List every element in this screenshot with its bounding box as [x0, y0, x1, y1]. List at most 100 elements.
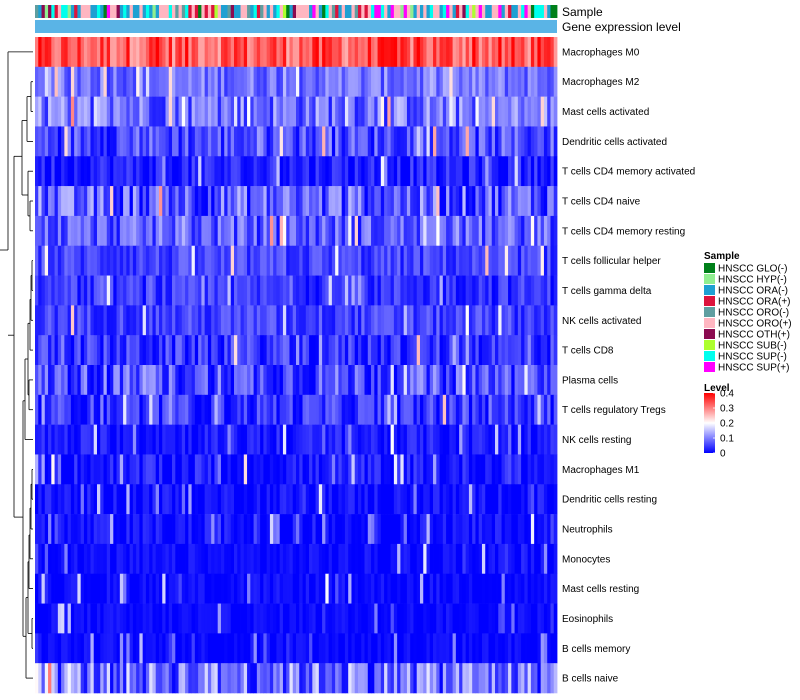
- heatmap-cell: [230, 365, 235, 396]
- heatmap-cell: [397, 156, 401, 187]
- heatmap-cell: [465, 514, 470, 545]
- heatmap-cell: [501, 573, 506, 604]
- heatmap-cell: [35, 96, 39, 127]
- heatmap-cell: [462, 245, 467, 276]
- heatmap-cell: [142, 335, 147, 366]
- heatmap-cell: [341, 156, 346, 187]
- sample-track-cell: [312, 5, 316, 18]
- heatmap-cell: [41, 126, 46, 157]
- heatmap-cell: [116, 275, 121, 306]
- heatmap-cell: [282, 394, 287, 425]
- heatmap-cell: [367, 543, 372, 575]
- heatmap-cell: [243, 186, 248, 217]
- heatmap-cell: [41, 454, 46, 485]
- heatmap-cell: [93, 66, 98, 97]
- heatmap-cell: [318, 424, 323, 455]
- heatmap-cell: [348, 156, 352, 187]
- heatmap-cell: [423, 156, 427, 187]
- heatmap-cell: [253, 245, 258, 276]
- heatmap-cell: [100, 156, 104, 187]
- heatmap-cell: [240, 424, 245, 455]
- heatmap-cell: [87, 424, 91, 455]
- heatmap-cell: [165, 186, 170, 217]
- heatmap-cell: [540, 96, 545, 127]
- heatmap-cell: [243, 245, 248, 276]
- heatmap-cell: [534, 543, 538, 575]
- heatmap-cell: [103, 454, 108, 485]
- heatmap-cell: [145, 275, 150, 306]
- heatmap-cell: [413, 66, 418, 97]
- heatmap-cell: [67, 186, 72, 217]
- heatmap-cell: [64, 394, 69, 425]
- heatmap-cell: [511, 126, 515, 157]
- heatmap-cell: [237, 156, 241, 187]
- heatmap-cell: [416, 37, 421, 68]
- heatmap-cell: [335, 126, 339, 157]
- heatmap-cell: [416, 215, 421, 247]
- sample-track-cell: [64, 5, 69, 18]
- heatmap-cell: [35, 454, 39, 485]
- heatmap-cell: [328, 663, 333, 694]
- heatmap-cell: [220, 335, 225, 366]
- heatmap-cell: [276, 335, 281, 366]
- heatmap-cell: [475, 96, 480, 127]
- heatmap-cell: [410, 663, 414, 694]
- heatmap-cell: [87, 96, 91, 127]
- heatmap-cell: [429, 394, 434, 425]
- heatmap-cell: [126, 186, 131, 217]
- heatmap-cell: [491, 484, 496, 515]
- heatmap-cell: [106, 275, 111, 306]
- heatmap-cell: [403, 365, 408, 396]
- sample-track-cell: [524, 5, 529, 18]
- heatmap-cell: [103, 663, 108, 694]
- heatmap-cell: [387, 454, 392, 485]
- heatmap-cell: [413, 633, 418, 664]
- heatmap-cell: [188, 543, 192, 575]
- heatmap-cell: [299, 37, 303, 68]
- heatmap-cell: [423, 394, 427, 425]
- heatmap-cell: [70, 573, 75, 604]
- heatmap-cell: [181, 245, 186, 276]
- heatmap-cell: [41, 573, 46, 604]
- heatmap-cell: [504, 245, 509, 276]
- heatmap-cell: [279, 215, 284, 247]
- heatmap-cell: [38, 514, 42, 545]
- heatmap-cell: [426, 275, 431, 306]
- heatmap-cell: [455, 245, 460, 276]
- heatmap-cell: [553, 215, 558, 247]
- heatmap-cell: [149, 275, 153, 306]
- heatmap-cell: [269, 603, 274, 634]
- heatmap-cell: [325, 484, 330, 515]
- heatmap-cell: [250, 335, 254, 366]
- heatmap-cell: [423, 335, 427, 366]
- heatmap-cell: [364, 335, 369, 366]
- heatmap-cell: [371, 365, 375, 396]
- heatmap-cell: [543, 484, 548, 515]
- heatmap-cell: [305, 186, 310, 217]
- heatmap-cell: [38, 394, 42, 425]
- heatmap-cell: [517, 603, 522, 634]
- heatmap-cell: [175, 573, 179, 604]
- heatmap-cell: [292, 37, 297, 68]
- heatmap-cell: [547, 543, 551, 575]
- heatmap-cell: [504, 424, 509, 455]
- sample-track-cell: [149, 5, 153, 18]
- heatmap-cell: [426, 245, 431, 276]
- heatmap-cell: [139, 603, 144, 634]
- heatmap-cell: [175, 96, 179, 127]
- heatmap-cell: [227, 365, 232, 396]
- heatmap-cell: [162, 663, 166, 694]
- heatmap-cell: [139, 335, 144, 366]
- heatmap-cell: [110, 156, 114, 187]
- heatmap-cell: [38, 365, 42, 396]
- heatmap-cell: [35, 663, 39, 694]
- sample-track-cell: [126, 5, 131, 18]
- sample-track-cell: [348, 5, 352, 18]
- heatmap-cell: [367, 484, 372, 515]
- heatmap-cell: [279, 573, 284, 604]
- heatmap-cell: [400, 156, 405, 187]
- sample-track-cell: [475, 5, 480, 18]
- heatmap-cell: [168, 37, 173, 68]
- heatmap-cell: [449, 573, 453, 604]
- heatmap-cell: [149, 454, 153, 485]
